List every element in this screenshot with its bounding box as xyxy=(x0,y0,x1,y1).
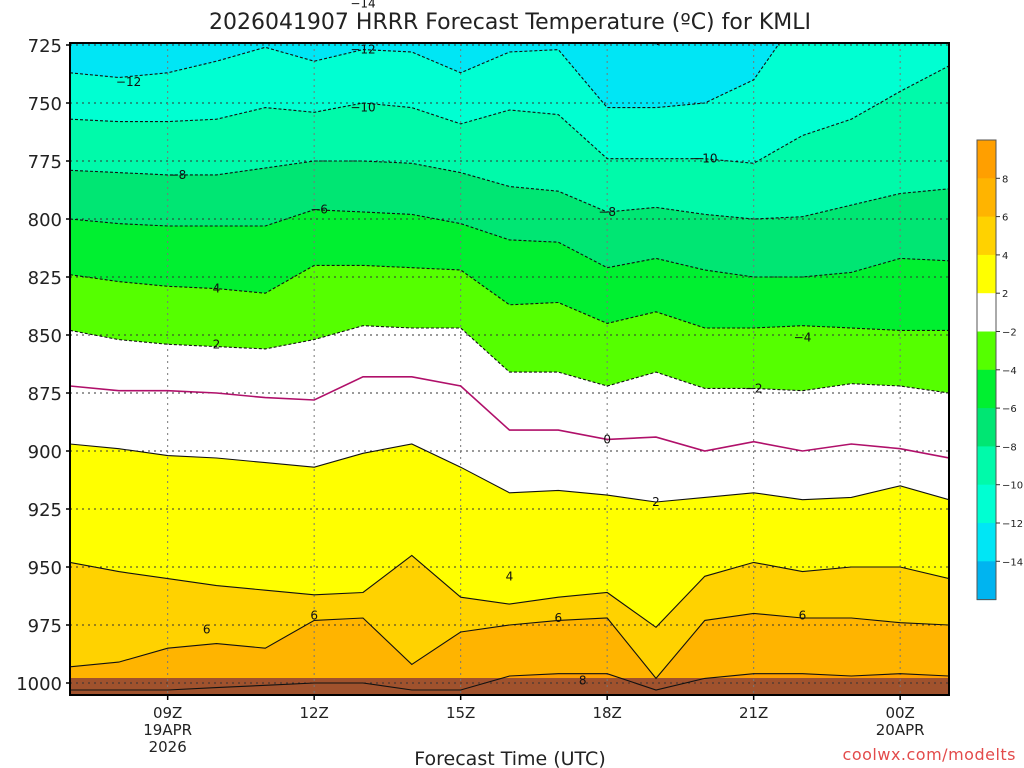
y-tick-label-850: 850 xyxy=(28,326,62,347)
isotherm-2 xyxy=(70,443,949,503)
y-axis: 725 750 775 800 825 850 875 900 925 950 975 1000 xyxy=(16,36,70,695)
colorbar-bin--2-to-2 xyxy=(977,293,996,332)
contour-label-m12: −12 xyxy=(116,75,141,89)
contour-label-m6: −6 xyxy=(310,203,328,217)
contour-label-6: 6 xyxy=(310,609,318,623)
y-tick-label-925: 925 xyxy=(28,500,62,521)
isotherm-contours xyxy=(70,43,949,691)
colorbar-label-6: 6 xyxy=(1002,213,1008,224)
isotherm--6 xyxy=(70,209,949,278)
x-tick-label-9-2: 2026 xyxy=(149,738,187,756)
colorbar-bin--6-to--4 xyxy=(977,369,996,409)
colorbar-label--12: −12 xyxy=(1002,519,1023,530)
y-tick-label-1000: 1000 xyxy=(16,674,62,695)
contour-label-4: 4 xyxy=(506,569,514,583)
x-tick-label-15-0: 15Z xyxy=(446,704,475,722)
contour-labels: 8 6 6 6 6 4 2 0 2 −2 4 −4 −6 −8 −8 −10 −10 −12 −12 −14 xyxy=(116,0,811,688)
contour-label-m8: −8 xyxy=(169,168,187,182)
colorbar-bin--10-to--8 xyxy=(977,446,996,486)
gridlines xyxy=(70,43,949,695)
contour-label-m4: −4 xyxy=(794,330,812,344)
colorbar-bin-2-to-4 xyxy=(977,254,996,294)
colorbar-label--14: −14 xyxy=(1002,557,1023,568)
colorbar-bin--12-to--10 xyxy=(977,484,996,524)
y-tick-label-875: 875 xyxy=(28,384,62,405)
y-tick-label-950: 950 xyxy=(28,558,62,579)
colorbar-label-8: 8 xyxy=(1002,174,1008,185)
contour-label-m10: −10 xyxy=(692,152,717,166)
y-tick-label-725: 725 xyxy=(28,36,62,57)
credit-text[interactable]: coolwx.com/modelts xyxy=(843,745,1016,764)
y-tick-label-975: 975 xyxy=(28,616,62,637)
colorbar-bin--14-to--12 xyxy=(977,523,996,562)
plot-frame xyxy=(69,42,950,696)
colorbar-bin--4-to--2 xyxy=(977,331,996,371)
isotherm--2 xyxy=(70,325,949,394)
surface-band-layer xyxy=(70,678,949,695)
x-axis-title: Forecast Time (UTC) xyxy=(414,748,605,768)
colorbar-bin--16-to--14 xyxy=(977,561,996,601)
isotherm--10 xyxy=(70,65,949,164)
colorbar-bin-8-to-10 xyxy=(977,140,996,179)
isotherm-0 xyxy=(70,376,949,459)
contour-label-m10: −10 xyxy=(350,101,375,115)
y-tick-label-800: 800 xyxy=(28,210,62,231)
contour-label-6: 6 xyxy=(203,623,211,637)
contour-label-m2: −2 xyxy=(745,381,763,395)
x-tick-label-9-1: 19APR xyxy=(143,721,192,739)
contour-label-m12: −12 xyxy=(350,43,375,57)
colorbar-bin--8-to--6 xyxy=(977,408,996,447)
colorbar-label-4: 4 xyxy=(1002,251,1008,262)
isotherm-6 xyxy=(70,612,949,680)
temperature-fill-layer xyxy=(70,43,949,695)
contour-label-2: 2 xyxy=(213,337,221,351)
y-tick-label-775: 775 xyxy=(28,152,62,173)
colorbar-bin-6-to-8 xyxy=(977,178,996,218)
colorbar-label--4: −4 xyxy=(1002,366,1017,377)
isotherm-4 xyxy=(70,554,949,629)
x-tick-label-12-0: 12Z xyxy=(299,704,328,722)
contour-label-m14: −14 xyxy=(350,0,375,10)
x-tick-label-24-1: 20APR xyxy=(876,721,925,739)
colorbar: 8 6 4 2 −2 −4 −6 −8 −10 −12 −14 xyxy=(976,139,1023,601)
y-tick-label-900: 900 xyxy=(28,442,62,463)
isotherm--12 xyxy=(70,43,781,109)
contour-label-6: 6 xyxy=(555,611,563,625)
contour-label-m8: −8 xyxy=(598,205,616,219)
isotherm-8 xyxy=(70,673,949,691)
contour-label-6: 6 xyxy=(799,609,807,623)
contour-label-0: 0 xyxy=(603,432,611,446)
x-tick-label-18-0: 18Z xyxy=(592,704,621,722)
colorbar-label-2: 2 xyxy=(1002,289,1008,300)
isotherm--8 xyxy=(70,160,949,220)
colorbar-label--2: −2 xyxy=(1002,328,1017,339)
colorbar-label--6: −6 xyxy=(1002,404,1017,415)
chart-title: 2026041907 HRRR Forecast Temperature (ºC… xyxy=(209,10,811,35)
colorbar-label--10: −10 xyxy=(1002,481,1023,492)
band-below--12 xyxy=(70,43,780,108)
surface-band xyxy=(70,678,949,695)
y-tick-label-750: 750 xyxy=(28,94,62,115)
colorbar-label--8: −8 xyxy=(1002,442,1017,453)
y-tick-label-825: 825 xyxy=(28,268,62,289)
isotherm--4 xyxy=(70,264,949,331)
colorbar-bin-4-to-6 xyxy=(977,216,996,256)
contour-label-8: 8 xyxy=(579,674,587,688)
x-tick-label-21-0: 21Z xyxy=(739,704,768,722)
contour-label-2: 2 xyxy=(652,495,660,509)
x-tick-label-24-0: 00Z xyxy=(885,704,914,722)
contour-label-4: 4 xyxy=(213,282,221,296)
x-tick-label-9-0: 09Z xyxy=(153,704,182,722)
